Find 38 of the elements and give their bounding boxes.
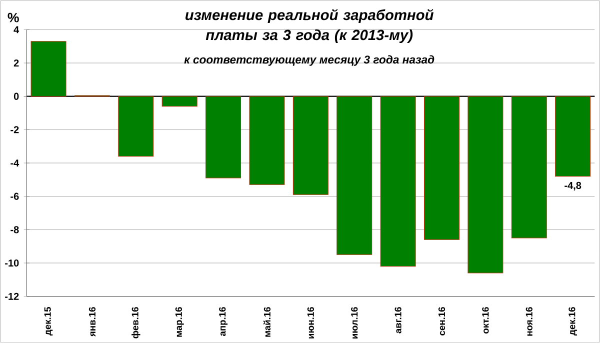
x-tick-label: янв.16 [88, 307, 96, 337]
bar [336, 96, 372, 256]
bar [511, 96, 547, 238]
x-tick-label: фев.16 [132, 307, 140, 339]
y-tick-label: 4 [14, 26, 20, 34]
bar [424, 96, 460, 240]
x-tick-label: апр.16 [219, 307, 228, 336]
y-tick-label: -12 [5, 293, 19, 300]
x-tick-label: июн.16 [307, 307, 314, 339]
chart-title: изменение реальной заработной платы за 3 года (к 2013-му) [186, 9, 434, 44]
bar [380, 96, 416, 267]
bar [30, 41, 66, 97]
text: к соответствующему месяцу 3 года назад [184, 55, 434, 66]
x-tick-label: июл.16 [351, 307, 358, 339]
y-tick-label: 2 [14, 60, 19, 67]
bar [249, 96, 285, 186]
x-tick-label: мар.16 [175, 307, 184, 337]
y-tick-label: -10 [5, 260, 19, 267]
x-tick-label: сен.16 [438, 307, 446, 336]
bar [468, 96, 504, 274]
y-tick-label: -6 [10, 193, 19, 200]
y-tick-label: -8 [10, 226, 19, 234]
x-tick-label: ноя.16 [526, 307, 532, 336]
bar [555, 96, 591, 177]
data-label: -4,8 [564, 182, 582, 191]
bar [118, 96, 154, 157]
bar [292, 96, 328, 196]
y-tick-label: -4 [10, 160, 20, 167]
bar [206, 96, 242, 178]
x-tick-label: дек.15 [44, 307, 53, 336]
x-tick-label: дек.16 [568, 307, 578, 336]
x-tick-label: авг.16 [394, 307, 402, 334]
x-tick-label: май.16 [263, 307, 270, 337]
y-axis-title: % [8, 13, 19, 23]
x-tick-label: окт.16 [482, 307, 489, 334]
bar [162, 96, 198, 107]
y-tick-label: 0 [14, 93, 19, 100]
y-tick-label: -2 [10, 126, 19, 134]
